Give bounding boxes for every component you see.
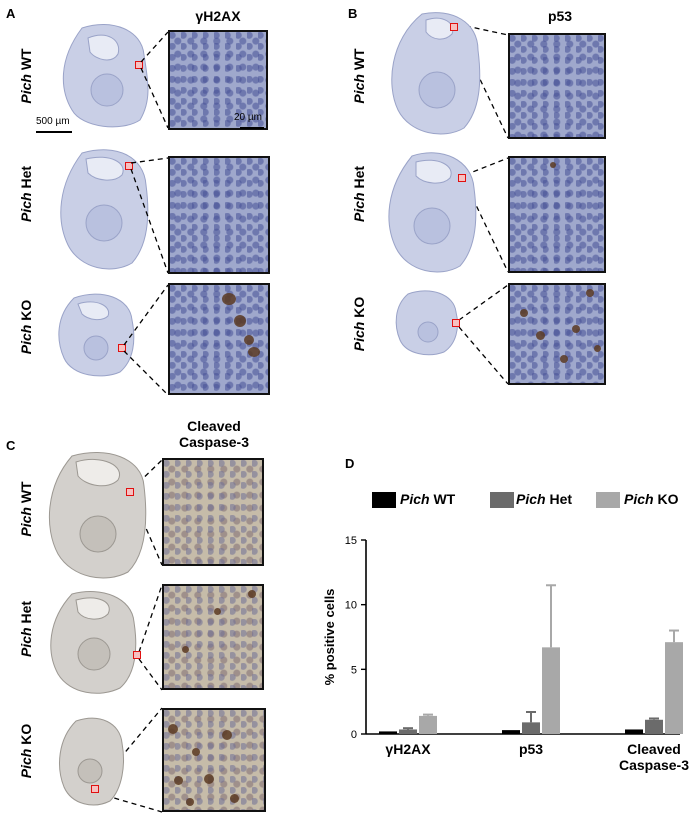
panel-d-letter: D <box>345 456 355 471</box>
legend-label-wt: Pich WT <box>400 491 456 507</box>
stain-spot <box>536 331 545 340</box>
panel-c-wt-inset-image <box>162 458 264 566</box>
panel-a-het-inset-image <box>168 156 270 274</box>
bar <box>419 715 437 734</box>
panel-c-wt-embryo-image <box>48 452 147 579</box>
stain-spot <box>248 590 256 598</box>
panel-b-label-wt: Pich WT <box>351 48 367 104</box>
stain-spot <box>550 162 556 168</box>
bar <box>645 719 663 734</box>
panel-c-label-het: Pich Het <box>18 600 34 658</box>
panel-b-wt-inset-image <box>508 33 606 139</box>
stain-spot <box>248 347 260 357</box>
stain-spot <box>244 335 254 345</box>
panel-a-ko-inset-image <box>168 283 270 395</box>
x-tick-label: γH2AX <box>385 741 431 757</box>
y-tick-label: 15 <box>345 535 357 547</box>
legend-label-ko: Pich KO <box>624 491 679 507</box>
bar <box>625 729 643 734</box>
panel-a-wt-inset-image <box>168 30 268 130</box>
inset-scale-bar <box>240 127 264 129</box>
panel-b-ko-roi-marker <box>452 319 460 327</box>
stain-spot <box>234 315 246 327</box>
panel-c-het-inset-image <box>162 584 264 690</box>
panel-c-ko-inset-image <box>162 708 266 812</box>
stain-spot <box>214 608 221 615</box>
panel-c-label-wt: Pich WT <box>18 481 34 537</box>
stain-spot <box>520 309 528 317</box>
panel-b-label-het: Pich Het <box>351 165 367 223</box>
bar <box>522 722 540 734</box>
inset-scale-label: 20 µm <box>234 112 262 123</box>
y-tick-label: 0 <box>351 729 357 741</box>
panel-c-label-ko: Pich KO <box>18 723 34 779</box>
stain-spot <box>174 776 183 785</box>
legend-swatch-ko <box>596 492 620 508</box>
legend-swatch-het <box>490 492 514 508</box>
panel-b-wt-embryo-image <box>391 12 481 135</box>
stain-spot <box>186 798 194 806</box>
panel-b-wt-roi-marker <box>450 23 458 31</box>
panel-c-het-roi-marker <box>133 651 141 659</box>
stain-spot <box>192 748 200 756</box>
panel-c-letter: C <box>6 438 16 453</box>
stain-spot <box>222 293 236 305</box>
panel-a-het-roi-marker <box>125 162 133 170</box>
panel-a-ko-roi-marker <box>118 344 126 352</box>
panel-c-stain-title: Cleaved Caspase-3 <box>178 418 250 450</box>
x-tick-label: p53 <box>519 741 543 757</box>
panel-c-ko-embryo-image <box>59 717 124 806</box>
panel-b-het-embryo-image <box>388 152 477 273</box>
bar <box>379 731 397 734</box>
legend-label-het: Pich Het <box>516 491 573 507</box>
stain-spot <box>182 646 189 653</box>
embryo-scale-bar <box>36 131 72 133</box>
panel-b-ko-embryo-image <box>395 290 458 356</box>
x-tick-label: Caspase-3 <box>619 757 689 773</box>
y-tick-label: 10 <box>345 600 357 612</box>
stain-spot <box>594 345 601 352</box>
panel-a-stain-title: γH2AX <box>195 8 241 24</box>
y-tick-label: 5 <box>351 664 357 676</box>
panel-b-ko-inset-image <box>508 283 606 385</box>
stain-spot <box>572 325 580 333</box>
panel-b-het-inset-image <box>508 156 606 273</box>
bar <box>399 729 417 734</box>
legend-swatch-wt <box>372 492 396 508</box>
panel-c-ko-roi-marker <box>91 785 99 793</box>
panel-a-ko-embryo-image <box>58 293 135 377</box>
stain-spot <box>222 730 232 740</box>
panel-b-stain-title: p53 <box>547 8 573 24</box>
panel-b-letter: B <box>348 6 358 21</box>
stain-spot <box>168 724 178 734</box>
panel-a-wt-roi-marker <box>135 61 143 69</box>
stain-spot <box>230 794 239 803</box>
bar <box>665 642 683 734</box>
stain-spot <box>204 774 214 784</box>
y-axis-label: % positive cells <box>322 589 337 686</box>
panel-a-het-embryo-image <box>60 149 149 270</box>
panel-b-label-ko: Pich KO <box>351 296 367 352</box>
bar <box>502 730 520 734</box>
panel-b-het-roi-marker <box>458 174 466 182</box>
embryo-scale-label: 500 µm <box>36 116 70 127</box>
x-tick-label: Cleaved <box>627 741 681 757</box>
bar <box>542 647 560 734</box>
panel-c-het-embryo-image <box>50 591 137 694</box>
stain-spot <box>560 355 568 363</box>
panel-a-wt-embryo-image <box>62 24 149 128</box>
panel-a-letter: A <box>6 6 16 21</box>
bar-chart: 0 5 10 15 % positive cells γH2AX p53 CleavedCas… <box>322 535 689 773</box>
panel-c-wt-roi-marker <box>126 488 134 496</box>
stain-spot <box>586 289 594 297</box>
